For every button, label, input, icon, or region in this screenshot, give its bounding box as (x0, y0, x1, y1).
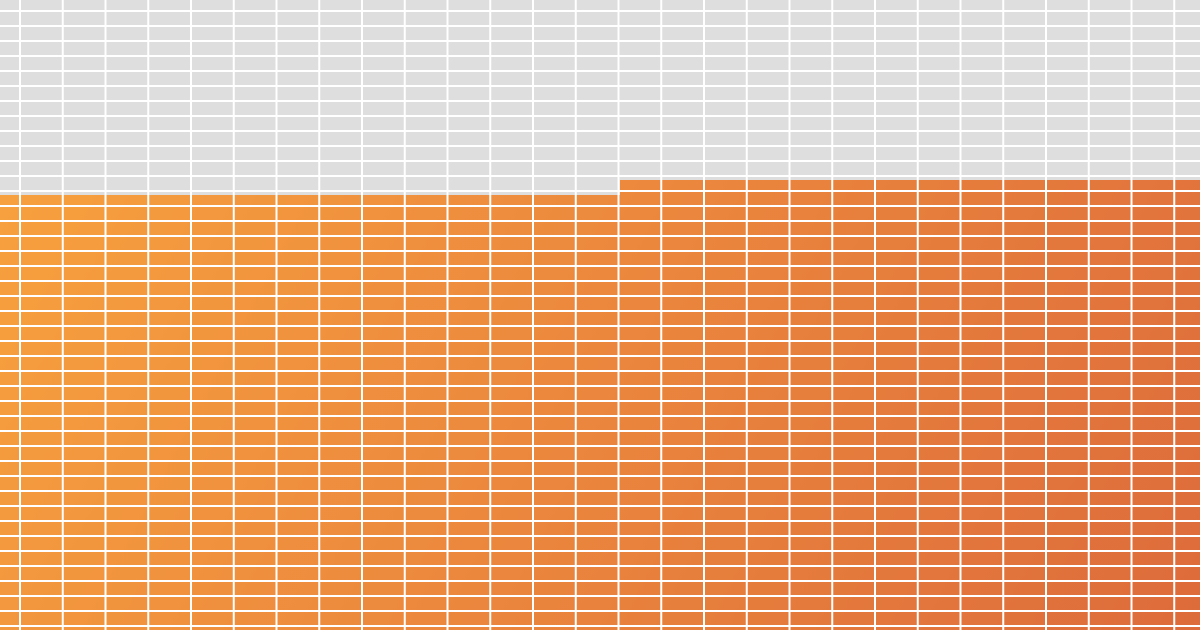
filled-area (0, 180, 1200, 630)
